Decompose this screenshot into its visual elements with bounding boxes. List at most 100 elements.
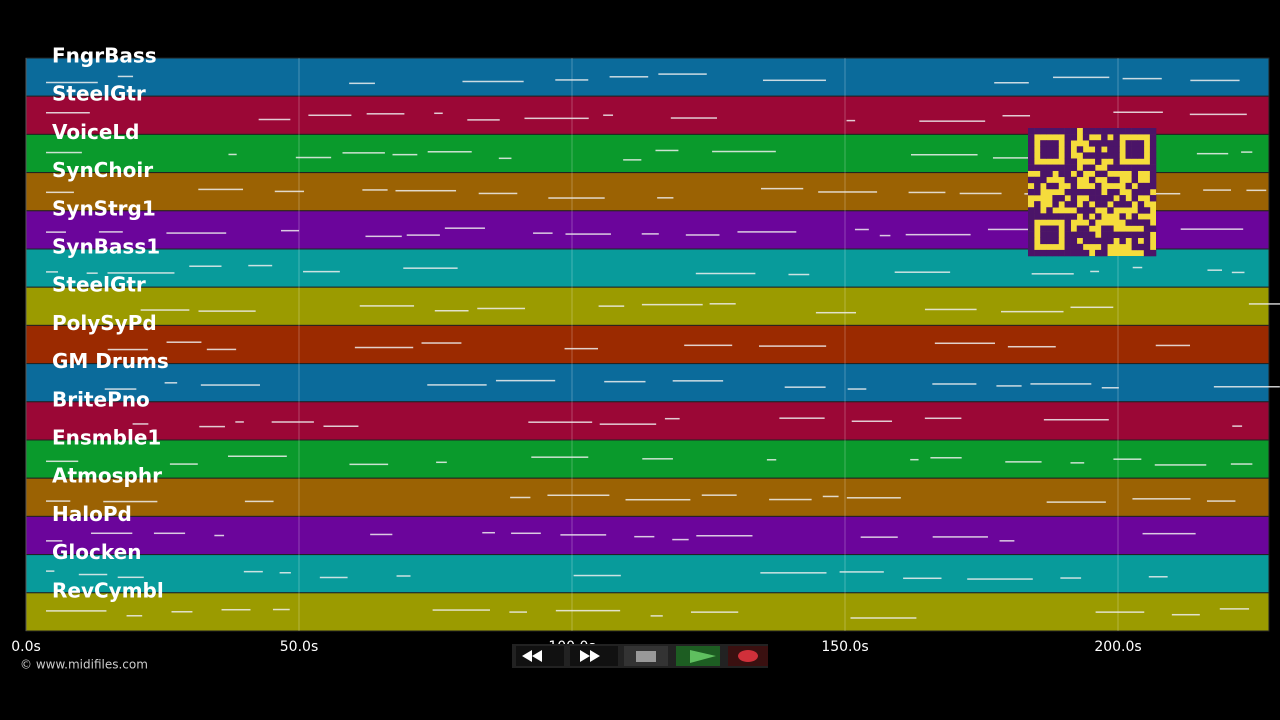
qr-cell (1058, 164, 1065, 171)
qr-cell (1131, 140, 1139, 147)
stop-button[interactable] (624, 646, 668, 666)
note (228, 153, 237, 156)
qr-cell (1088, 152, 1096, 159)
qr-cell (1143, 182, 1151, 190)
qr-cell (1064, 176, 1071, 184)
note (573, 574, 621, 577)
qr-cell (1088, 164, 1096, 171)
note (987, 228, 1033, 231)
rewind-button[interactable] (516, 646, 564, 666)
note (281, 229, 300, 232)
qr-cell (1131, 164, 1139, 171)
note (1203, 189, 1232, 191)
qr-cell (1052, 231, 1059, 239)
qr-cell (1137, 219, 1145, 226)
qr-cell (1125, 152, 1132, 159)
track-names: FngrBass SteelGtr VoiceLd SynChoir SynStrg1 S… (52, 44, 169, 603)
qr-cell (1064, 158, 1071, 165)
note (623, 159, 642, 161)
qr-cell (1028, 249, 1035, 257)
note (1005, 461, 1042, 463)
note (762, 79, 826, 82)
note (684, 344, 733, 347)
qr-cell (1149, 170, 1157, 178)
qr-cell (1046, 140, 1053, 147)
qr-cell (1082, 164, 1090, 171)
qr-cell (1088, 140, 1096, 147)
note (548, 197, 605, 199)
qr-cell (1095, 140, 1102, 147)
track-name: RevCymbl (52, 578, 164, 602)
note (650, 615, 663, 617)
qr-cell (1143, 249, 1151, 257)
note (701, 494, 737, 496)
qr-cell (1095, 188, 1102, 196)
note (235, 421, 244, 423)
qr-cell (1088, 207, 1096, 214)
qr-cell (1070, 243, 1078, 251)
note (153, 532, 186, 535)
qr-cell (1149, 158, 1157, 165)
note (1219, 608, 1250, 610)
forward-button[interactable] (570, 646, 618, 666)
track-band (25, 401, 1270, 441)
qr-cell (1101, 195, 1108, 202)
note (604, 380, 646, 383)
note (46, 540, 63, 542)
note (850, 617, 917, 619)
note (846, 497, 901, 499)
qr-code (1028, 128, 1157, 257)
qr-cell (1119, 164, 1126, 171)
note (78, 573, 108, 576)
qr-cell (1143, 188, 1151, 196)
note (1231, 271, 1245, 274)
qr-cell (1113, 176, 1120, 184)
time-tick-label: 200.0s (1094, 639, 1141, 655)
record-button[interactable] (728, 646, 768, 666)
qr-cell (1082, 134, 1090, 141)
qr-cell (1046, 249, 1053, 257)
qr-cell (1101, 231, 1108, 239)
note (822, 495, 839, 498)
qr-cell (1070, 231, 1078, 239)
qr-cell (1034, 207, 1041, 214)
qr-cell (1046, 207, 1053, 214)
note (1001, 310, 1064, 313)
note (1248, 303, 1280, 305)
qr-cell (1064, 219, 1071, 226)
note (788, 273, 810, 276)
qr-cell (1064, 134, 1071, 141)
play-button[interactable] (676, 646, 720, 666)
note (657, 197, 674, 199)
track-band (25, 592, 1270, 632)
qr-cell (1101, 140, 1108, 147)
note (46, 271, 59, 273)
note (903, 577, 942, 580)
qr-cell (1131, 188, 1139, 196)
note (198, 188, 244, 191)
qr-cell (1095, 237, 1102, 245)
qr-cell (1028, 158, 1035, 165)
qr-cell (1052, 146, 1059, 153)
qr-cell (1070, 158, 1078, 165)
qr-cell (1046, 225, 1053, 232)
note (560, 534, 607, 536)
note (206, 348, 237, 351)
note (894, 271, 951, 273)
qr-cell (1113, 152, 1120, 159)
note (436, 461, 447, 464)
note (847, 388, 867, 390)
qr-cell (1131, 170, 1139, 178)
qr-cell (1101, 237, 1108, 245)
note (271, 421, 314, 423)
track-name: PolySyPd (52, 311, 157, 335)
note (879, 234, 891, 237)
note (1207, 269, 1223, 271)
note (243, 570, 263, 573)
qr-cell (1070, 164, 1078, 171)
note (370, 533, 393, 536)
note (1113, 111, 1163, 113)
note (91, 532, 133, 535)
note (1246, 189, 1267, 192)
qr-cell (1113, 164, 1120, 171)
